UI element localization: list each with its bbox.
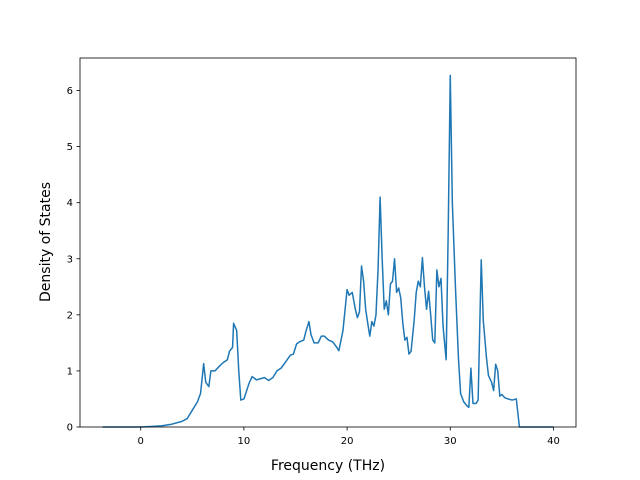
y-tick-label: 5: [67, 142, 73, 153]
y-tick-label: 6: [67, 86, 73, 97]
x-tick-label: 40: [547, 436, 560, 447]
x-axis-label: Frequency (THz): [271, 458, 385, 474]
y-tick-label: 0: [67, 423, 73, 434]
y-tick-label: 4: [67, 198, 73, 209]
y-tick-label: 1: [67, 366, 73, 377]
plot-frame: [79, 57, 577, 428]
y-tick-label: 3: [67, 254, 73, 265]
y-axis-label: Density of States: [38, 182, 54, 302]
x-tick-label: 30: [444, 436, 457, 447]
x-tick-label: 10: [238, 436, 251, 447]
x-tick-label: 20: [341, 436, 354, 447]
line: [102, 74, 554, 428]
x-tick-label: 0: [138, 436, 144, 447]
y-tick-label: 2: [67, 310, 73, 321]
